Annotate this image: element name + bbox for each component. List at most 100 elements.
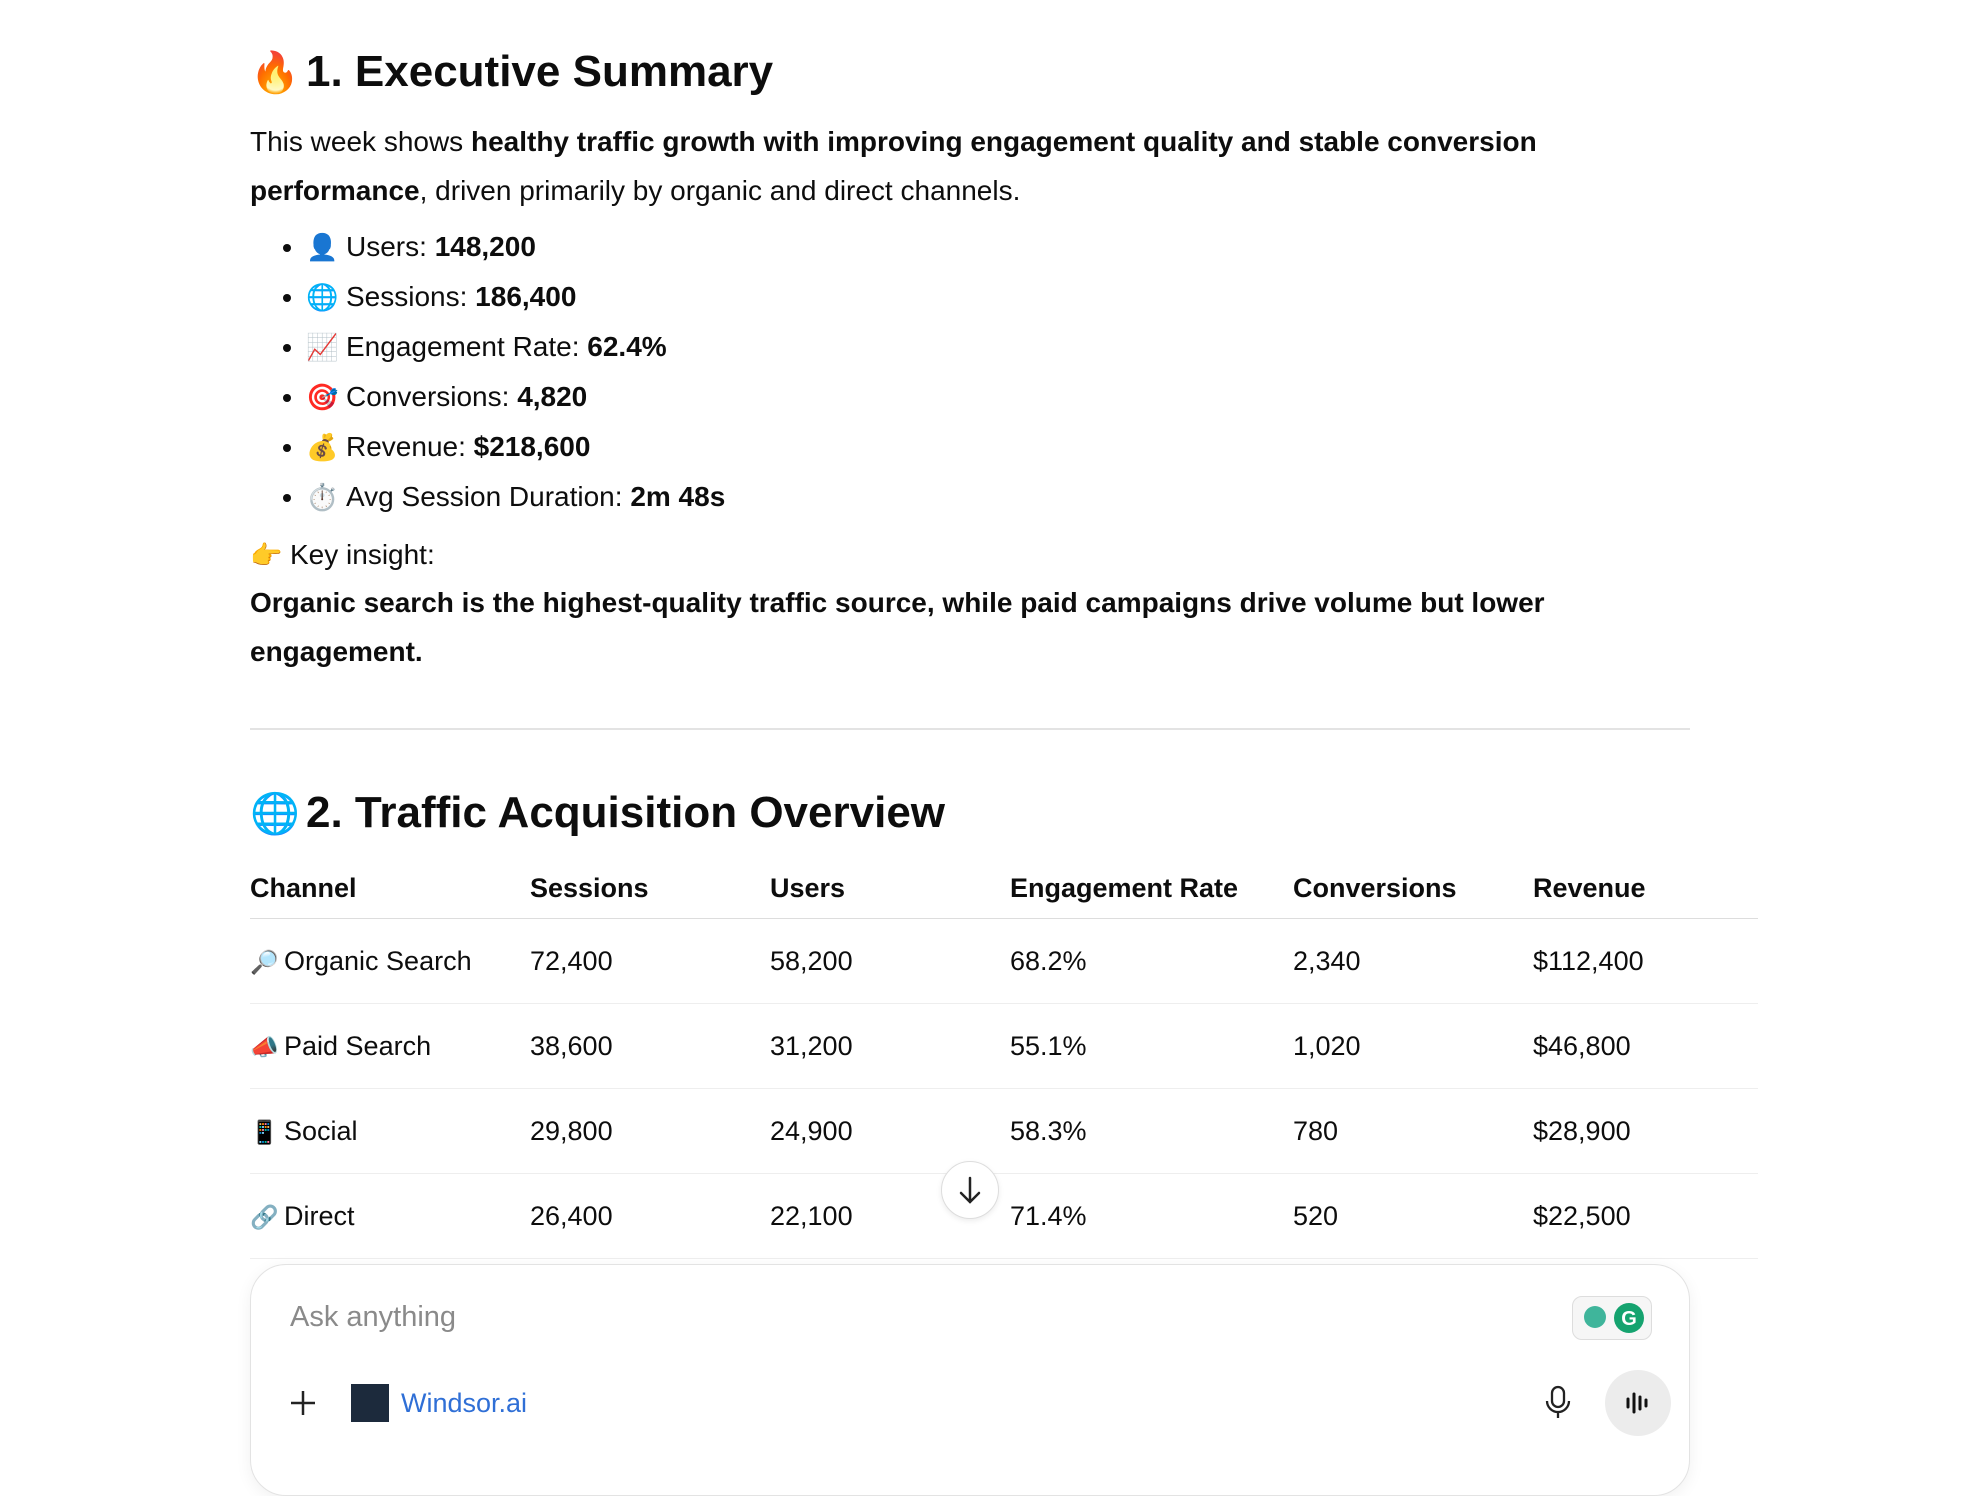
icon: 📱: [250, 1118, 279, 1145]
table-cell: 68.2%: [1010, 918, 1293, 1004]
table-cell: 71.4%: [1010, 1173, 1293, 1259]
cell-text: Social: [284, 1115, 358, 1146]
cell-text: Direct: [284, 1200, 355, 1231]
table-cell: 58,200: [770, 918, 1010, 1004]
metric-value: $218,600: [473, 431, 591, 462]
table-cell: 2,340: [1293, 918, 1533, 1004]
icon: 💰: [306, 432, 339, 462]
metric-label: Engagement Rate:: [346, 331, 588, 362]
table-cell: 🔎 Organic Search: [250, 918, 530, 1004]
cell-text: 520: [1293, 1200, 1339, 1231]
icon: 🌐: [306, 282, 339, 312]
cell-text: 58.3%: [1010, 1115, 1087, 1146]
grammarly-icons: G: [1584, 1303, 1644, 1333]
cell-text: 31,200: [770, 1030, 853, 1061]
table-cell: 29,800: [530, 1088, 770, 1174]
table-cell: 31,200: [770, 1003, 1010, 1089]
divider: [250, 728, 1690, 730]
table-cell: 24,900: [770, 1088, 1010, 1174]
table-row: 🔗 Direct 26,400 22,100 71.4% 520 $22,500: [250, 1173, 1758, 1259]
table-cell: $46,800: [1533, 1003, 1758, 1089]
cell-text: 1,020: [1293, 1030, 1361, 1061]
plus-button[interactable]: [287, 1387, 319, 1419]
cell-text: $28,900: [1533, 1115, 1631, 1146]
icon: 🔗: [250, 1203, 279, 1230]
cell-text: Organic Search: [284, 945, 472, 976]
connector-chip[interactable]: Windsor.ai: [401, 1388, 528, 1418]
scroll-down-button[interactable]: [941, 1161, 999, 1219]
cell-text: $112,400: [1533, 945, 1644, 976]
text: Key insight:: [290, 539, 435, 570]
metric-item: ⏱️Avg Session Duration: 2m 48s: [306, 472, 725, 522]
header-row: Channel Sessions Users Engagement Rate Conve…: [250, 858, 1758, 919]
cell-text: $46,800: [1533, 1030, 1631, 1061]
table-cell: $112,400: [1533, 918, 1758, 1004]
table-cell: 🔗 Direct: [250, 1173, 530, 1259]
heading-text: 2. Traffic Acquisition Overview: [306, 788, 946, 837]
icon: 🔎: [250, 948, 279, 975]
metric-value: 4,820: [517, 381, 588, 412]
bold-text: healthy traffic growth with improving en…: [250, 126, 1537, 206]
table-row: 🔎 Organic Search 72,400 58,200 68.2% 2,340 $11…: [250, 918, 1758, 1004]
icon: 👤: [306, 232, 339, 262]
column-header: Channel: [250, 858, 530, 919]
metric-item: 🌐Sessions: 186,400: [306, 272, 725, 322]
svg-text:G: G: [1621, 1308, 1637, 1330]
table-cell: 38,600: [530, 1003, 770, 1089]
cell-text: 780: [1293, 1115, 1339, 1146]
cell-text: 71.4%: [1010, 1200, 1087, 1231]
heading-1: 🔥 1. Executive Summary: [250, 47, 774, 96]
column-header: Sessions: [530, 858, 770, 919]
metric-label: Conversions:: [346, 381, 518, 412]
intro: This week shows healthy traffic growth w…: [250, 117, 1650, 215]
page: 🔥 1. Executive Summary This week shows he…: [0, 0, 1980, 1448]
composer[interactable]: [250, 1264, 1690, 1496]
windsor-logo: [351, 1384, 389, 1422]
cell-text: 58,200: [770, 945, 853, 976]
grammarly-widget[interactable]: G: [1572, 1296, 1652, 1340]
mic-button[interactable]: [1542, 1385, 1574, 1421]
icon: 📣: [250, 1033, 279, 1060]
input-placeholder[interactable]: Ask anything: [290, 1301, 457, 1333]
text: , driven primarily by organic and direct…: [419, 175, 1021, 206]
table-row: 📣 Paid Search 38,600 31,200 55.1% 1,020 $46,80…: [250, 1003, 1758, 1089]
table-cell: 1,020: [1293, 1003, 1533, 1089]
table-cell: 780: [1293, 1088, 1533, 1174]
insight-label: 👉 Key insight:: [250, 539, 435, 570]
cell-text: 24,900: [770, 1115, 853, 1146]
column-header: Users: [770, 858, 1010, 919]
metric-label: Users:: [346, 231, 435, 262]
voice-icon: [1626, 1392, 1648, 1414]
text: This week shows: [250, 126, 471, 157]
cell-text: 26,400: [530, 1200, 613, 1231]
cell-text: 55.1%: [1010, 1030, 1087, 1061]
table-cell: 72,400: [530, 918, 770, 1004]
metric-value: 62.4%: [587, 331, 667, 362]
cell-text: 68.2%: [1010, 945, 1087, 976]
cell-text: 38,600: [530, 1030, 613, 1061]
icon: 🎯: [306, 382, 339, 412]
metric-item: 🎯Conversions: 4,820: [306, 372, 725, 422]
metric-value: 2m 48s: [630, 481, 726, 512]
heading-2: 🌐 2. Traffic Acquisition Overview: [250, 788, 946, 837]
metric-item: 👤Users: 148,200: [306, 222, 725, 272]
metric-item: 📈Engagement Rate: 62.4%: [306, 322, 725, 372]
cell-text: $22,500: [1533, 1200, 1631, 1231]
table-cell: 📱 Social: [250, 1088, 530, 1174]
icon: 📈: [306, 332, 339, 362]
table-cell: 55.1%: [1010, 1003, 1293, 1089]
metric-label: Revenue:: [346, 431, 474, 462]
metric-value: 186,400: [475, 281, 577, 312]
voice-button[interactable]: [1605, 1370, 1671, 1436]
column-header: Revenue: [1533, 858, 1758, 919]
traffic-table: Channel Sessions Users Engagement Rate Conve…: [250, 858, 1758, 1259]
cell-text: 72,400: [530, 945, 613, 976]
icon: ⏱️: [306, 482, 339, 512]
table-cell: 26,400: [530, 1173, 770, 1259]
table-cell: 58.3%: [1010, 1088, 1293, 1174]
heading-text: 1. Executive Summary: [306, 47, 774, 96]
metric-label: Avg Session Duration:: [346, 481, 631, 512]
cell-text: 22,100: [770, 1200, 853, 1231]
table-cell: 📣 Paid Search: [250, 1003, 530, 1089]
column-header: Conversions: [1293, 858, 1533, 919]
